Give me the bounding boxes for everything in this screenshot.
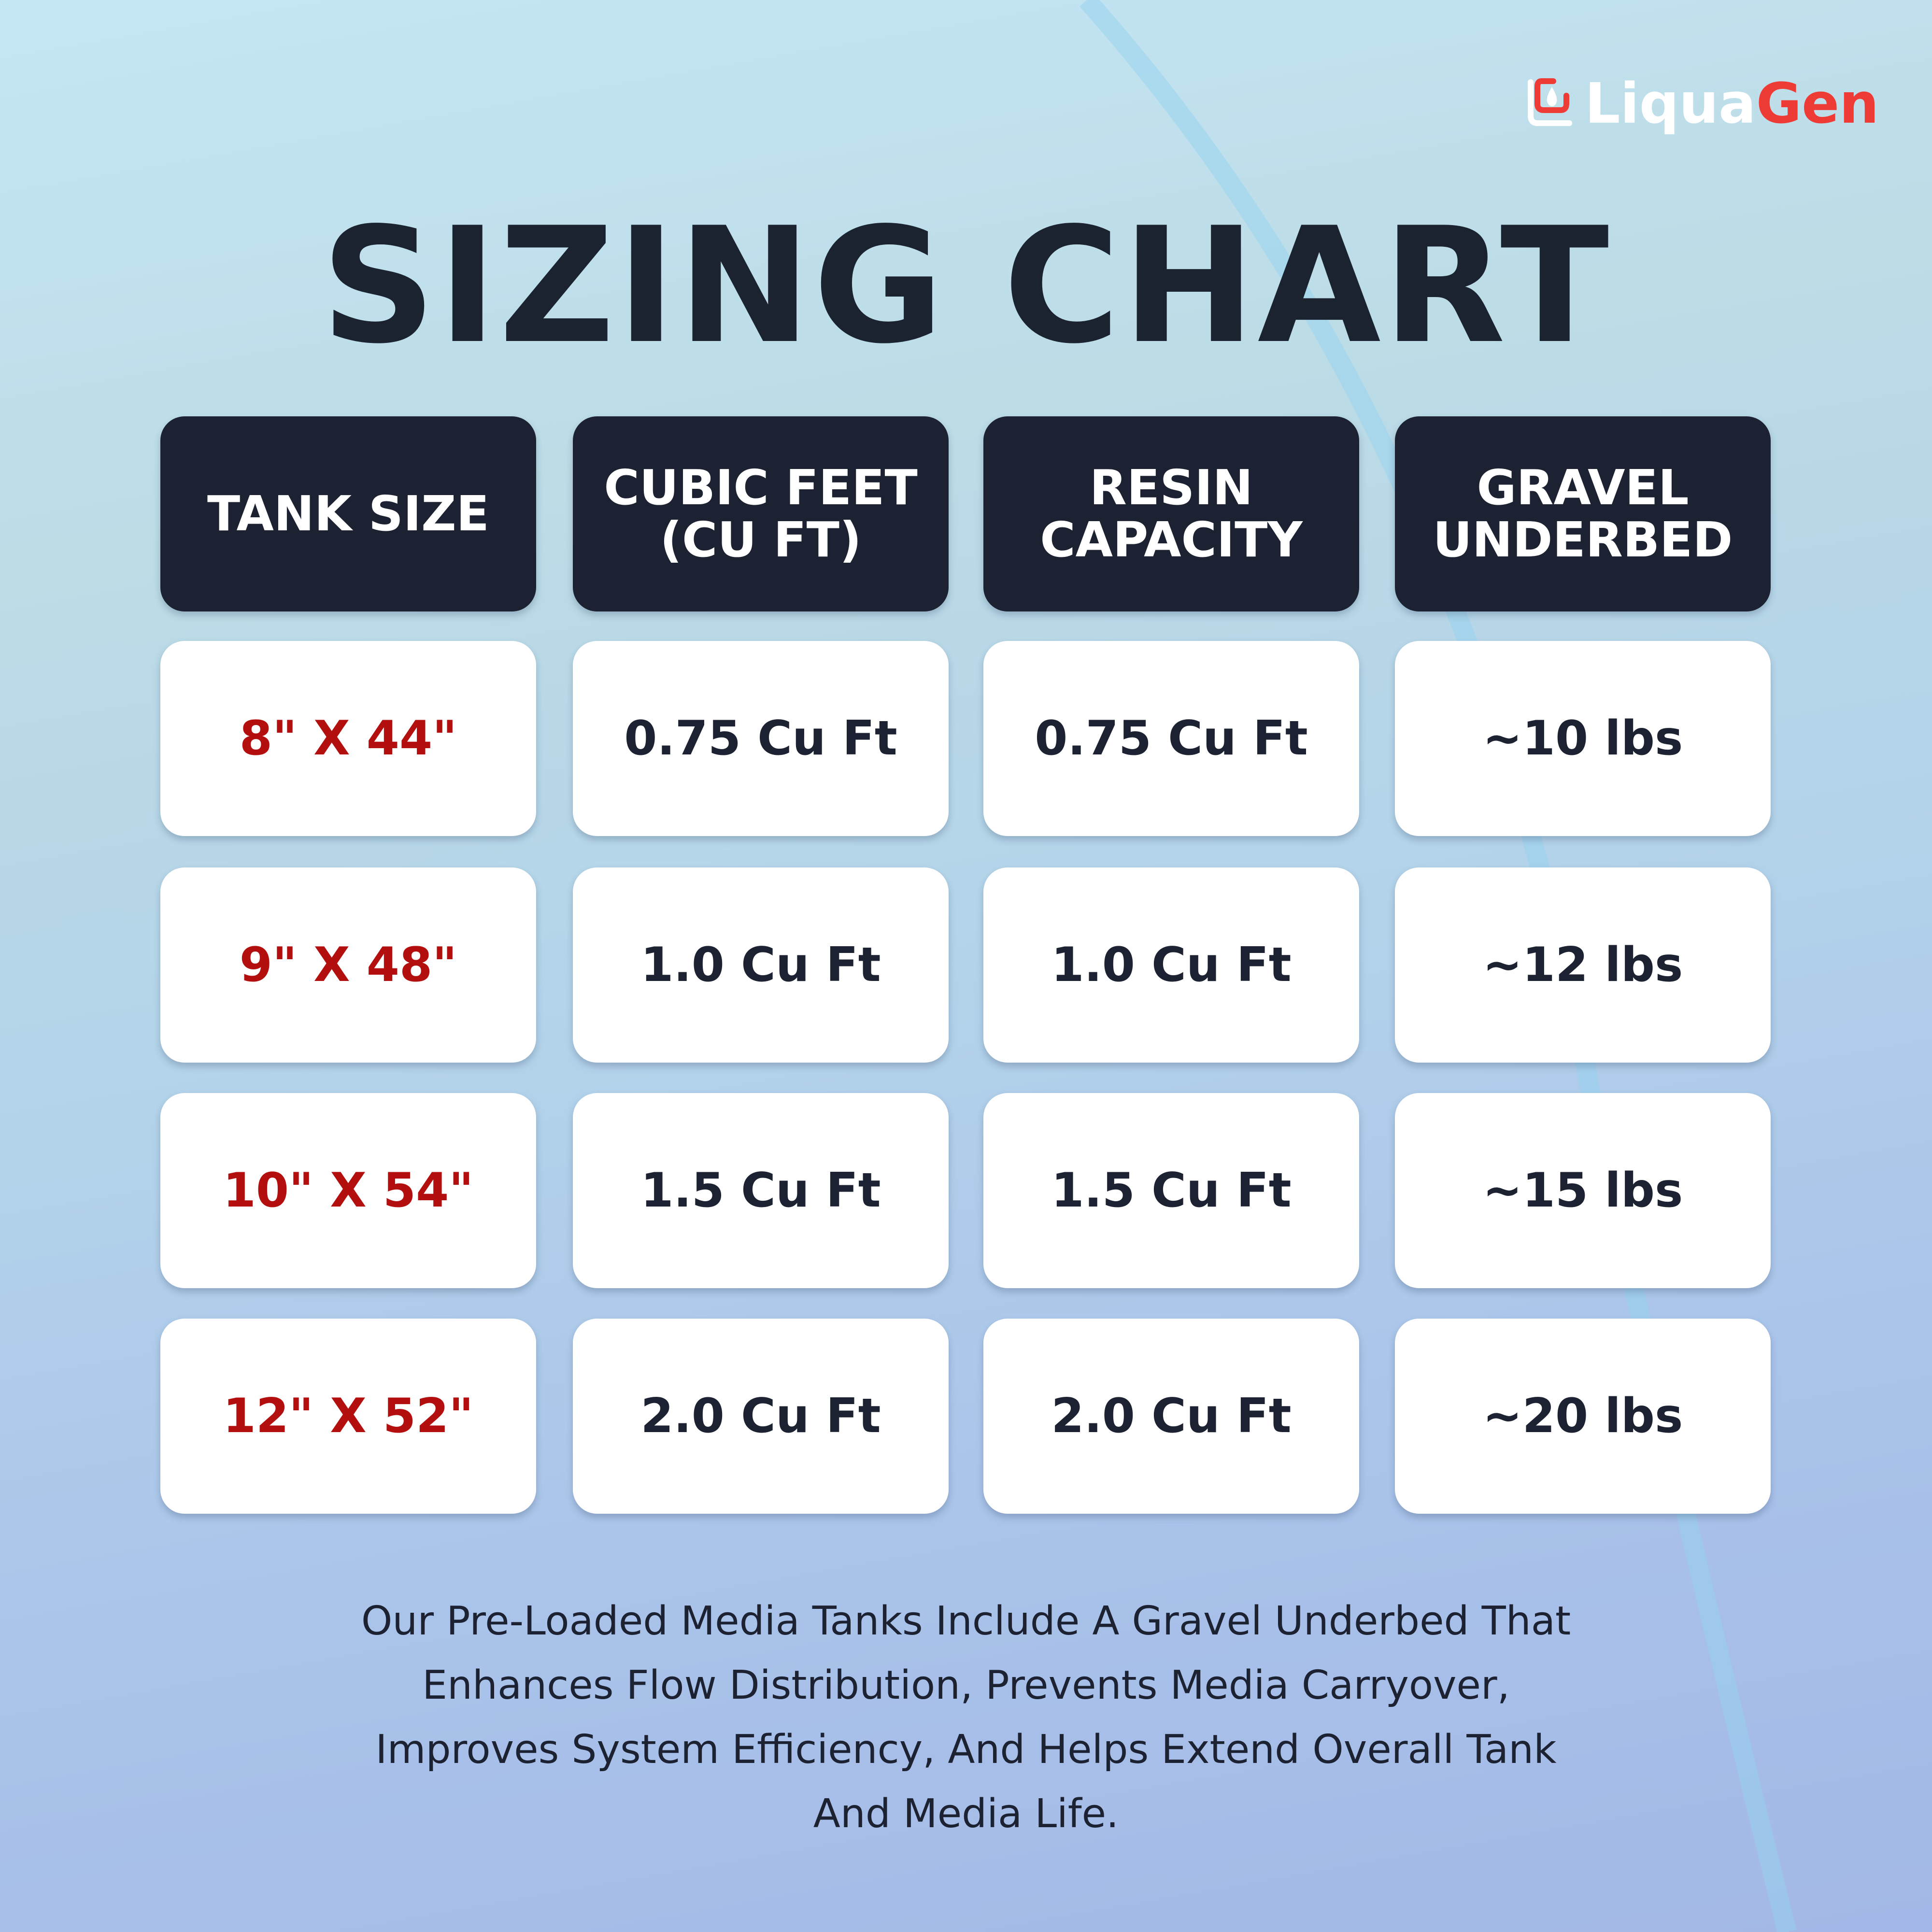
brand-name-part1: Liqua xyxy=(1585,71,1756,136)
brand-name-part2: Gen xyxy=(1756,71,1879,136)
header-tank-size: TANK SIZE xyxy=(160,416,536,611)
cell-tank-size: 9" X 48" xyxy=(160,867,536,1063)
footer-note: Our Pre-Loaded Media Tanks Include A Gra… xyxy=(361,1598,1571,1837)
cell-resin-capacity: 0.75 Cu Ft xyxy=(983,641,1359,836)
header-gravel-underbed: GRAVEL UNDERBED xyxy=(1395,416,1771,611)
cell-tank-size: 12" X 52" xyxy=(160,1319,536,1514)
cell-gravel-underbed: ~12 lbs xyxy=(1395,867,1771,1063)
cell-tank-size: 10" X 54" xyxy=(160,1093,536,1288)
cell-cubic-feet: 1.0 Cu Ft xyxy=(573,867,949,1063)
cell-gravel-underbed: ~15 lbs xyxy=(1395,1093,1771,1288)
header-resin-capacity: RESIN CAPACITY xyxy=(983,416,1359,611)
cell-cubic-feet: 0.75 Cu Ft xyxy=(573,641,949,836)
cell-cubic-feet: 2.0 Cu Ft xyxy=(573,1319,949,1514)
logo-icon xyxy=(1528,78,1573,126)
header-cubic-feet: CUBIC FEET (CU FT) xyxy=(573,416,949,611)
page-title: SIZING CHART xyxy=(321,193,1611,379)
cell-gravel-underbed: ~20 lbs xyxy=(1395,1319,1771,1514)
cell-resin-capacity: 2.0 Cu Ft xyxy=(983,1319,1359,1514)
brand-logo: LiquaGen xyxy=(1527,71,1879,136)
cell-gravel-underbed: ~10 lbs xyxy=(1395,641,1771,836)
cell-tank-size: 8" X 44" xyxy=(160,641,536,836)
cell-cubic-feet: 1.5 Cu Ft xyxy=(573,1093,949,1288)
cell-resin-capacity: 1.0 Cu Ft xyxy=(983,867,1359,1063)
cell-resin-capacity: 1.5 Cu Ft xyxy=(983,1093,1359,1288)
